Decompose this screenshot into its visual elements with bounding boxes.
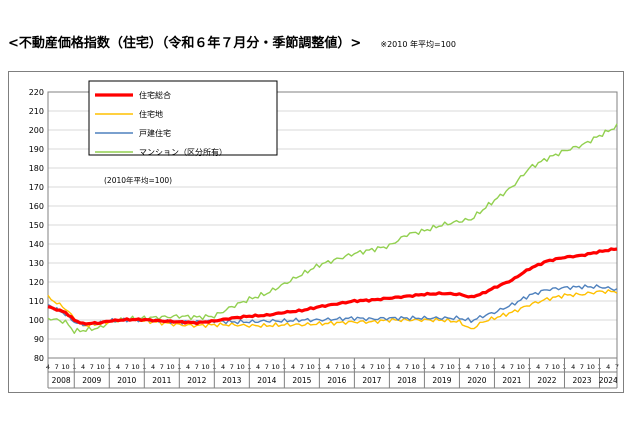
page-subtitle: ※2010 年平均=100 (380, 40, 456, 49)
x-month-label: 4 (151, 363, 155, 371)
x-year-label-2009: 2009 (82, 376, 101, 385)
x-year-label-2020: 2020 (467, 376, 486, 385)
x-month-label: 10 (61, 363, 69, 371)
x-month-label: 7 (265, 363, 269, 371)
y-tick-label-140: 140 (29, 240, 44, 249)
x-month-label: 4 (361, 363, 365, 371)
x-year-label-2021: 2021 (502, 376, 521, 385)
x-year-label-2008: 2008 (52, 376, 71, 385)
y-tick-label-170: 170 (29, 183, 44, 192)
plot-area (47, 91, 618, 359)
x-year-label-2015: 2015 (292, 376, 311, 385)
x-month-label: 10 (341, 363, 349, 371)
x-year-label-2017: 2017 (362, 376, 381, 385)
x-year-label-2018: 2018 (397, 376, 416, 385)
x-month-label: 10 (447, 363, 455, 371)
chart-frame: 80 90 100 110 120 130 140 150 160 170 180 190 200 210… (8, 71, 624, 393)
x-month-label: 7 (580, 363, 584, 371)
x-year-label-2019: 2019 (432, 376, 451, 385)
x-month-label: 4 (536, 363, 540, 371)
series-line-1 (47, 289, 618, 330)
x-month-label: 10 (131, 363, 139, 371)
x-month-label: 4 (221, 363, 225, 371)
x-year-label-2013: 2013 (222, 376, 241, 385)
x-month-label: 7 (300, 363, 304, 371)
page-title: <不動産価格指数（住宅）（令和６年７月分・季節調整値）> (8, 36, 362, 51)
x-month-label: 10 (271, 363, 279, 371)
x-year-label-2010: 2010 (117, 376, 136, 385)
y-tick-label-160: 160 (29, 202, 44, 211)
x-month-label: 4 (256, 363, 260, 371)
legend-label-2: 戸建住宅 (139, 128, 171, 138)
x-year-label-2012: 2012 (187, 376, 206, 385)
y-tick-label-220: 220 (29, 88, 44, 97)
series-line-3 (47, 123, 618, 334)
x-month-label: 7 (125, 363, 129, 371)
y-tick-label-180: 180 (29, 164, 44, 173)
legend-label-3: マンション（区分所有） (139, 147, 227, 157)
x-month-label: 4 (466, 363, 470, 371)
x-month-label: 4 (606, 363, 610, 371)
x-month-label: 4 (431, 363, 435, 371)
x-year-label-2016: 2016 (327, 376, 346, 385)
line-chart: 80 90 100 110 120 130 140 150 160 170 180 190 200 210… (29, 80, 619, 389)
y-tick-label-150: 150 (29, 221, 44, 230)
x-month-label: 4 (571, 363, 575, 371)
x-month-label: 4 (81, 363, 85, 371)
y-tick-label-90: 90 (34, 335, 44, 344)
x-month-label: 4 (501, 363, 505, 371)
x-month-label: 10 (517, 363, 525, 371)
y-tick-label-110: 110 (29, 297, 44, 306)
y-tick-label-100: 100 (29, 316, 44, 325)
x-month-label: 10 (306, 363, 314, 371)
x-month-label: 4 (326, 363, 330, 371)
x-month-label: 10 (552, 363, 560, 371)
x-month-label: 7 (545, 363, 549, 371)
x-year-label-2022: 2022 (537, 376, 556, 385)
x-year-label-2014: 2014 (257, 376, 276, 385)
y-tick-label-80: 80 (34, 354, 44, 363)
x-month-label: 10 (412, 363, 420, 371)
x-month-label: 7 (475, 363, 479, 371)
x-month-label: 7 (405, 363, 409, 371)
x-month-label: 7 (90, 363, 94, 371)
x-month-label: 7 (370, 363, 374, 371)
x-month-label: 7 (55, 363, 59, 371)
x-month-label: 7 (195, 363, 199, 371)
x-month-label: 4 (291, 363, 295, 371)
x-month-label: 10 (377, 363, 385, 371)
x-month-label: 7 (335, 363, 339, 371)
page-title-row: <不動産価格指数（住宅）（令和６年７月分・季節調整値）> ※2010 年平均=1… (8, 32, 456, 51)
x-month-label: 4 (186, 363, 190, 371)
x-month-label: 4 (396, 363, 400, 371)
x-month-label: 10 (236, 363, 244, 371)
y-tick-label-190: 190 (29, 145, 44, 154)
x-month-label: 7 (230, 363, 234, 371)
x-month-label: 10 (166, 363, 174, 371)
x-month-label: 10 (96, 363, 104, 371)
x-month-label: 7 (160, 363, 164, 371)
legend-box (88, 80, 278, 156)
x-month-label: 7 (440, 363, 444, 371)
x-year-label-2024: 2024 (599, 376, 618, 385)
x-month-label: 10 (587, 363, 595, 371)
x-year-label-2023: 2023 (572, 376, 591, 385)
x-month-label: 10 (201, 363, 209, 371)
series-line-0 (47, 247, 618, 326)
chart-note: (2010年平均=100) (104, 175, 172, 185)
legend-label-1: 住宅地 (139, 109, 163, 119)
y-tick-label-130: 130 (29, 259, 44, 268)
x-month-label: 10 (482, 363, 490, 371)
legend-label-0: 住宅総合 (139, 90, 171, 100)
x-month-label: 7 (510, 363, 514, 371)
y-tick-label-120: 120 (29, 278, 44, 287)
x-month-label: 4 (116, 363, 120, 371)
x-year-label-2011: 2011 (152, 376, 171, 385)
y-tick-label-200: 200 (29, 126, 44, 135)
y-tick-label-210: 210 (29, 107, 44, 116)
